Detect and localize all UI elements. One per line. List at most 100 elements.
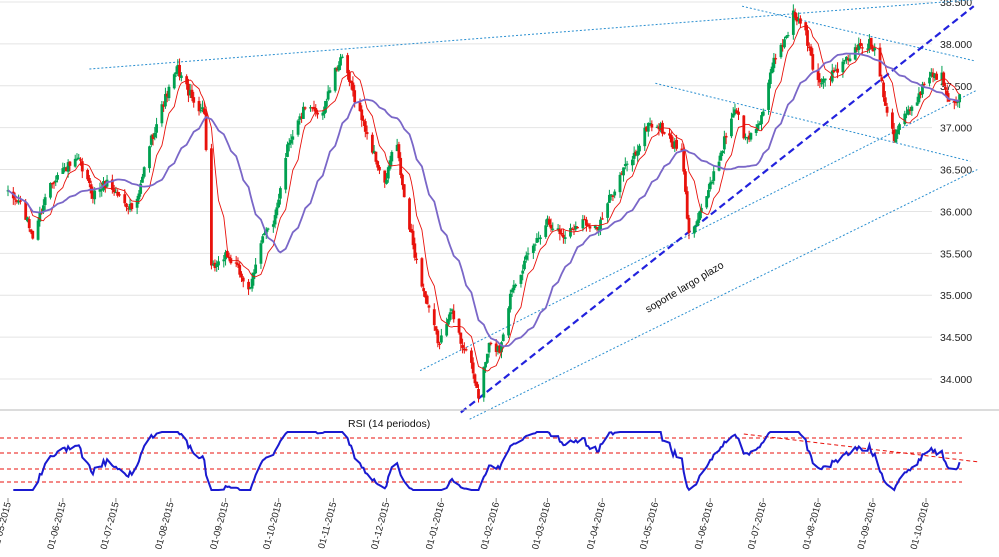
candle-body [211,264,215,266]
candle-body [922,83,926,85]
candle-body [386,167,390,179]
candle-body [942,72,946,86]
candle-body [655,126,659,128]
candle-body [26,217,29,222]
candle-body [73,158,77,167]
candle-body [238,264,242,275]
candle-body [705,196,709,208]
candle-body [457,318,461,333]
candle-body [192,97,196,103]
price-tick-label: 37.000 [940,123,972,135]
price-tick-label: 34.500 [940,332,972,344]
candlestick-series [6,4,962,403]
candle-body [820,83,824,85]
annotations: soporte largo plazo RSI (14 periodos) [348,259,726,430]
candle-body [646,122,650,132]
candle-body [523,260,526,270]
candle-body [139,183,143,194]
candle-body [217,261,220,266]
candle-body [560,232,564,235]
date-tick-label: 01-09-2016 [856,501,879,551]
candle-body [556,228,560,230]
candle-body [494,343,498,352]
candle-body [546,218,549,225]
candle-body [112,189,116,193]
candle-body [91,191,95,199]
price-tick-label: 35.500 [940,248,972,260]
candle-body [402,184,406,198]
candle-body [300,116,304,118]
candle-body [247,281,250,290]
trendlines [89,0,978,420]
rsi-title: RSI (14 periodos) [348,418,430,430]
price-tick-label: 34.000 [940,374,972,386]
candle-body [273,215,277,225]
candle-body [424,291,427,298]
candle-body [822,78,825,83]
candle-body [570,229,574,231]
candle-body [687,217,691,233]
candle-body [694,224,698,227]
date-tick-label: 01-12-2015 [369,501,392,551]
candle-body [818,79,822,83]
candle-body [507,308,510,336]
candle-body [823,78,827,81]
candle-body [162,104,166,107]
candle-body [278,188,282,199]
candle-body [286,144,289,157]
candle-body [719,152,723,161]
date-tick-label: 01-05-2016 [638,501,661,551]
candle-body [420,258,424,287]
candle-body [413,243,417,258]
candle-body [439,335,443,343]
date-tick-label: 01-01-2016 [424,501,447,551]
candle-body [234,262,238,264]
candle-body [760,115,763,125]
candle-body [137,193,141,200]
candle-body [954,101,958,104]
candle-body [464,349,468,351]
candle-body [149,135,153,145]
candle-body [425,295,429,304]
candle-body [346,55,350,74]
candle-body [611,195,615,197]
candle-body [883,97,887,106]
candle-body [593,225,597,229]
candle-body [698,211,701,221]
candle-body [68,161,72,166]
candle-body [618,174,622,193]
candle-body [783,39,786,48]
date-axis-labels: 01-05-2015 01-06-2015 01-07-2015 01-08-2015… [0,498,932,551]
candle-body [259,243,263,264]
support-label: soporte largo plazo [643,259,726,315]
candle-body [882,82,885,98]
candle-body [142,167,146,177]
candle-body [335,69,339,71]
candle-body [885,106,889,113]
candle-body [164,94,167,107]
candle-body [894,133,898,143]
candle-body [254,264,258,274]
candle-body [508,293,512,310]
candle-body [301,106,305,119]
candle-body [176,64,180,74]
candle-body [915,102,919,106]
candle-body [110,179,114,190]
candle-body [669,134,673,143]
moving-average-30 [7,52,960,348]
candle-body [323,106,327,114]
candle-body [510,289,514,293]
candle-body [199,110,203,112]
date-tick-label: 01-11-2015 [316,501,339,550]
candle-body [595,226,599,230]
candle-body [873,48,877,51]
candle-body [549,224,553,229]
candle-body [708,182,712,190]
candle-body [645,126,648,132]
candle-body [86,170,89,180]
candle-body [845,56,848,61]
candle-body [807,46,811,49]
candle-body [896,129,900,135]
candle-body [859,42,862,46]
candle-body [745,137,749,139]
